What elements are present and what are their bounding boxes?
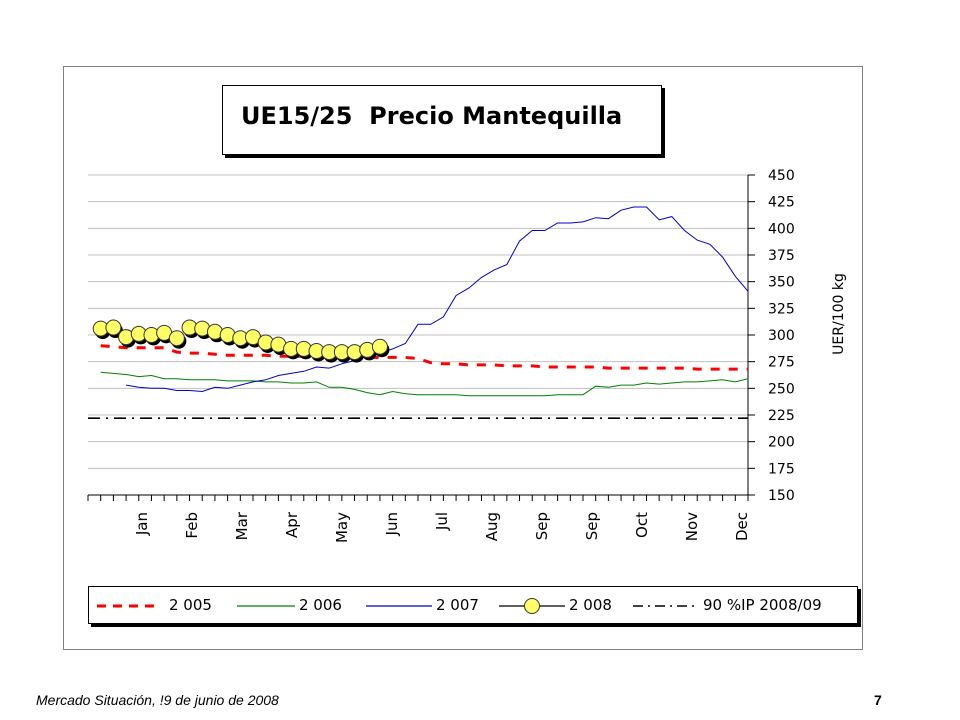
legend-symbol-2005 bbox=[97, 604, 159, 608]
x-month-label: Jan bbox=[133, 512, 151, 536]
data-point-2008 bbox=[168, 330, 185, 347]
y-tick-label: 175 bbox=[768, 461, 795, 477]
series-lines bbox=[88, 206, 749, 420]
y-tick-label: 450 bbox=[768, 168, 795, 184]
chart-title-box: UE15/25 Precio Mantequilla bbox=[222, 85, 662, 155]
legend-label-2006: 2 006 bbox=[299, 596, 342, 614]
data-point-2008 bbox=[371, 338, 388, 355]
legend-label-2005: 2 005 bbox=[169, 596, 212, 614]
y-tick-label: 425 bbox=[768, 195, 795, 211]
x-month-label: Apr bbox=[283, 511, 301, 538]
legend-label-90ip: 90 %IP 2008/09 bbox=[703, 596, 822, 614]
gridlines bbox=[88, 174, 748, 469]
x-month-label: Jun bbox=[383, 512, 401, 536]
legend-symbol-2008 bbox=[499, 598, 565, 614]
page-number: 7 bbox=[874, 692, 882, 708]
y-tick-label: 250 bbox=[768, 381, 795, 397]
series-markers bbox=[92, 319, 390, 363]
x-month-label: Oct bbox=[633, 512, 651, 538]
chart-frame bbox=[63, 66, 863, 650]
data-point-2008 bbox=[105, 319, 122, 336]
series-line-0 bbox=[100, 344, 748, 371]
y-axis-title: UER/100 kg bbox=[831, 273, 847, 355]
y-tick-label: 275 bbox=[768, 355, 795, 371]
y-tick-label: 225 bbox=[768, 408, 795, 424]
y-tick-label: 300 bbox=[768, 328, 795, 344]
y-tick-label: 350 bbox=[768, 275, 795, 291]
x-month-label: Mar bbox=[233, 511, 251, 540]
legend-symbol-2007 bbox=[366, 605, 432, 607]
y-tick-label: 150 bbox=[768, 488, 795, 504]
axis-labels: 150 175 200 225 250 275 300 325 350 375 400 425 450 J… bbox=[133, 168, 847, 543]
chart-title: UE15/25 Precio Mantequilla bbox=[241, 102, 623, 130]
x-month-label: Nov bbox=[683, 512, 701, 541]
y-tick-label: 200 bbox=[768, 435, 795, 451]
legend-symbol-2006 bbox=[237, 605, 295, 607]
footer-caption: Mercado Situación, !9 de junio de 2008 bbox=[36, 692, 279, 708]
y-tick-label: 325 bbox=[768, 301, 795, 317]
axes bbox=[87, 174, 755, 501]
x-month-label: Feb bbox=[183, 512, 201, 539]
x-month-label: May bbox=[333, 512, 351, 543]
legend-label-2007: 2 007 bbox=[436, 596, 479, 614]
series-line-1 bbox=[100, 371, 749, 397]
x-month-label: Sep bbox=[533, 512, 551, 540]
x-month-label: Aug bbox=[483, 512, 501, 541]
y-tick-label: 375 bbox=[768, 248, 795, 264]
x-month-label: Dec bbox=[733, 512, 751, 541]
legend: 2 005 2 006 2 007 2 008 90 %IP 2008/09 bbox=[88, 586, 858, 624]
x-month-label: Sep bbox=[583, 512, 601, 540]
y-tick-label: 400 bbox=[768, 221, 795, 237]
legend-label-2008: 2 008 bbox=[569, 596, 612, 614]
series-line-2 bbox=[126, 206, 749, 393]
x-month-label: Jul bbox=[433, 512, 451, 531]
legend-symbol-90ip bbox=[633, 605, 699, 607]
